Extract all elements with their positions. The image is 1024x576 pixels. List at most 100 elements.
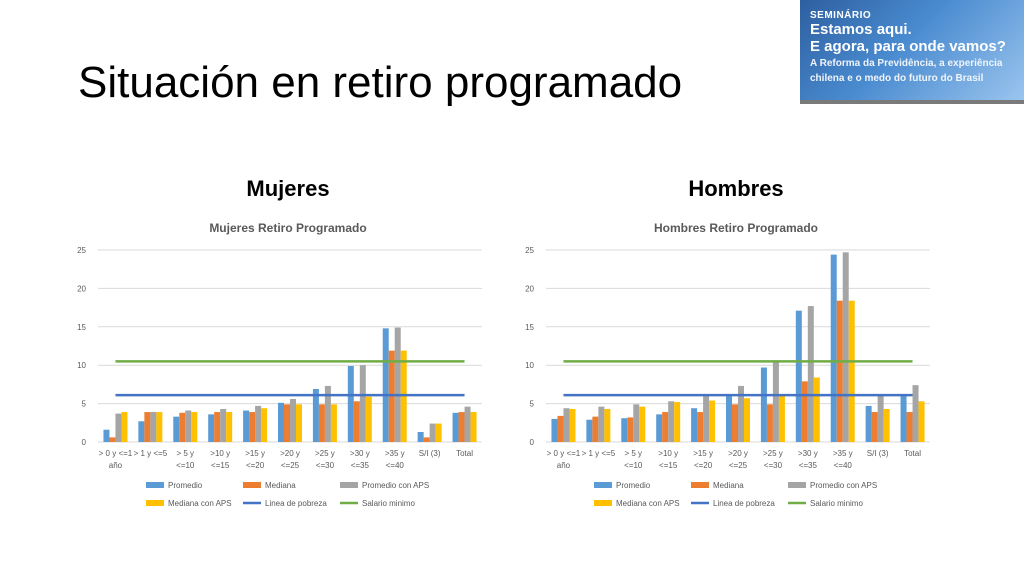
men-x-tick-2-1: <=10: [624, 461, 643, 470]
men-x-tick-6-0: >25 y: [763, 449, 783, 458]
women-bar-6-1: [318, 404, 325, 442]
women-bar-4-3: [261, 408, 268, 442]
women-bar-9-3: [435, 423, 442, 442]
men-legend-swatch-2: [788, 482, 806, 488]
men-y-tick-0: 0: [530, 438, 535, 447]
women-bar-8-2: [394, 327, 401, 442]
women-bar-4-0: [243, 410, 250, 442]
men-x-tick-8-1: <=40: [834, 461, 853, 470]
women-bar-3-0: [208, 414, 215, 442]
men-legend-label-4: Linea de pobreza: [713, 499, 775, 508]
women-bar-5-0: [278, 402, 284, 442]
men-bar-3-3: [674, 402, 681, 442]
women-bar-7-0: [347, 365, 354, 442]
banner-underline: [800, 100, 1024, 104]
women-y-tick-3: 15: [77, 323, 86, 332]
men-legend-label-2: Promedio con APS: [810, 481, 877, 490]
men-bar-8-0: [830, 254, 837, 442]
women-x-tick-4-1: <=20: [246, 461, 265, 470]
banner-headline-2: E agora, para onde vamos?: [810, 38, 1006, 55]
women-x-tick-2-1: <=10: [176, 461, 195, 470]
men-chart-title: Hombres Retiro Programado: [654, 221, 818, 235]
men-y-tick-1: 5: [530, 400, 535, 409]
men-y-tick-3: 15: [525, 323, 534, 332]
men-bar-7-1: [801, 381, 808, 442]
men-x-tick-3-0: >10 y: [658, 449, 678, 458]
men-bar-7-2: [807, 306, 814, 442]
women-bar-6-3: [330, 404, 337, 442]
banner-tag: SEMINÁRIO: [810, 10, 872, 21]
panel-title-men: Hombres: [688, 176, 784, 201]
men-bar-2-2: [633, 404, 640, 442]
men-legend-label-5: Salario minimo: [810, 499, 863, 508]
men-bar-5-1: [732, 404, 738, 442]
women-legend-label-1: Mediana: [265, 481, 296, 490]
men-bar-3-0: [656, 414, 663, 442]
seminar-banner: SEMINÁRIO Estamos aqui. E agora, para on…: [800, 0, 1024, 104]
women-bar-7-3: [365, 396, 372, 442]
panel-title-women: Mujeres: [246, 176, 330, 201]
men-bar-2-0: [621, 418, 628, 442]
women-bar-9-1: [423, 437, 430, 442]
women-x-tick-5-0: >20 y: [280, 449, 300, 458]
chart-women: Mujeres Retiro Programado 0 5 10 15 20 25 > 0 y…: [77, 221, 482, 508]
women-bar-10-0: [452, 412, 459, 442]
women-y-tick-5: 25: [77, 246, 86, 255]
men-bar-4-3: [709, 400, 716, 442]
men-x-tick-2-0: > 5 y: [624, 449, 642, 458]
men-legend-label-0: Promedio: [616, 481, 651, 490]
women-bar-2-0: [173, 416, 180, 442]
banner-subtitle-2: chilena e o medo do futuro do Brasil: [810, 73, 984, 84]
women-bar-5-1: [284, 404, 290, 442]
chart-men: Hombres Retiro Programado 0 5 10 15 20 25 > 0 y…: [525, 221, 930, 508]
women-y-tick-0: 0: [82, 438, 87, 447]
men-bar-1-3: [604, 408, 611, 442]
men-bar-8-3: [848, 300, 855, 442]
women-legend-label-0: Promedio: [168, 481, 203, 490]
women-y-tick-2: 10: [77, 361, 86, 370]
women-legend-label-3: Mediana con APS: [168, 499, 232, 508]
men-legend-swatch-3: [594, 500, 612, 506]
men-y-tick-4: 20: [525, 284, 534, 293]
men-bar-9-2: [877, 395, 884, 442]
men-bar-0-3: [569, 408, 576, 442]
women-bar-6-0: [312, 389, 319, 442]
men-bar-6-2: [772, 361, 779, 442]
women-x-tick-0-1: año: [109, 461, 123, 470]
banner-subtitle-1: A Reforma da Previdência, a experiência: [810, 58, 1003, 69]
men-bar-6-1: [766, 404, 773, 442]
men-bar-1-0: [586, 419, 593, 442]
women-legend-swatch-0: [146, 482, 164, 488]
men-bar-4-1: [697, 412, 704, 442]
men-bar-5-0: [726, 395, 732, 442]
women-x-tick-8-0: >35 y: [385, 449, 405, 458]
women-x-tick-6-1: <=30: [316, 461, 335, 470]
men-bar-10-2: [912, 385, 919, 442]
women-bar-0-2: [115, 413, 122, 442]
men-bar-0-2: [563, 408, 570, 442]
men-bar-9-1: [871, 412, 878, 442]
women-x-tick-0-0: > 0 y <=1: [99, 449, 133, 458]
men-bar-9-0: [865, 405, 872, 442]
men-legend-swatch-0: [594, 482, 612, 488]
men-bar-4-0: [691, 408, 698, 442]
women-bar-7-2: [359, 365, 366, 442]
men-x-tick-0-1: año: [557, 461, 571, 470]
men-x-tick-8-0: >35 y: [833, 449, 853, 458]
women-y-tick-1: 5: [82, 400, 87, 409]
women-bar-10-3: [470, 412, 477, 442]
men-bar-10-1: [906, 412, 913, 442]
women-legend-swatch-3: [146, 500, 164, 506]
women-y-tick-4: 20: [77, 284, 86, 293]
men-x-tick-9-0: S/I (3): [867, 449, 889, 458]
men-bar-2-1: [627, 417, 634, 442]
women-x-tick-2-0: > 5 y: [176, 449, 194, 458]
men-x-tick-10-0: Total: [904, 449, 921, 458]
women-x-tick-9-0: S/I (3): [419, 449, 441, 458]
men-bar-0-0: [551, 418, 558, 442]
women-bar-0-3: [121, 412, 128, 442]
banner-headline-1: Estamos aqui.: [810, 21, 912, 38]
women-bar-1-3: [156, 412, 163, 442]
men-y-tick-2: 10: [525, 361, 534, 370]
women-bar-0-0: [103, 429, 110, 442]
